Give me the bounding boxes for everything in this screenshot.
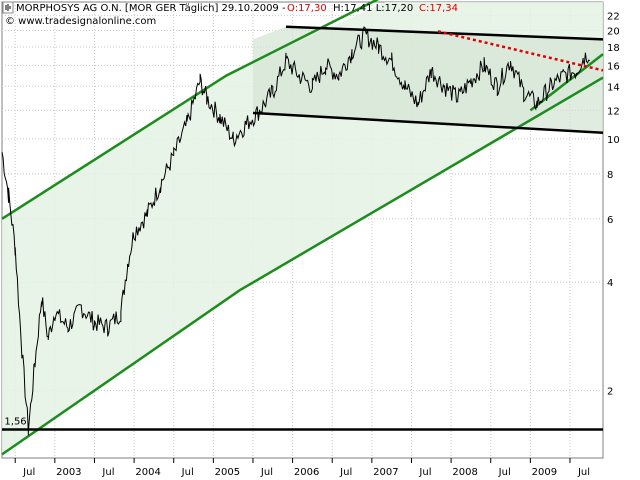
range-bottom-line [252,111,604,135]
x-tick-label: 2009 [532,467,557,478]
price-line [1,26,591,436]
red-dotted-trend-line [437,30,604,72]
x-tick-label: Jul [339,467,352,478]
open-value: O:17,30 [287,3,327,14]
y-tick-label: 20 [607,27,620,38]
y-tick-label: 16 [607,61,620,72]
y-tick-label: 12 [607,106,620,117]
x-tick-label: Jul [101,467,114,478]
trend-lines [1,0,604,456]
y-tick-label: 6 [607,215,613,226]
x-tick-label: 2006 [294,467,319,478]
x-tick-label: Jul [22,467,35,478]
instrument-label: MORPHOSYS AG O.N. [MOR GER Täglich] 29.1… [16,3,286,14]
price-series [1,26,591,436]
x-tick-label: 2004 [135,467,160,478]
channel-upper-line [1,0,380,220]
channel-lower-line [1,76,604,456]
y-tick-label: 22 [607,12,620,23]
y-tick-label: 2 [607,387,613,398]
high-low-value: H:17,41 L:17,20 [333,3,413,14]
chart-settings-icon-glyph [5,4,11,11]
y-tick-label: 8 [607,170,613,181]
axes: 2 4 6 8 10 12 14 16 18 20 22 Jul 2003 Jul 2004 Jul 2005 J… [4,12,619,478]
x-tick-label: Jul [498,467,511,478]
close-value: C:17,34 [419,3,458,14]
header: MORPHOSYS AG O.N. [MOR GER Täglich] 29.1… [2,1,458,27]
x-tick-label: 2007 [373,467,398,478]
y-tick-label: 4 [607,278,613,289]
y-tick-label: 18 [607,43,620,54]
x-tick-label: 2005 [215,467,240,478]
x-tick-label: Jul [418,467,431,478]
source-credit: © www.tradesignalonline.com [5,16,156,27]
y-tick-label: 10 [607,135,620,146]
x-tick-label: Jul [577,467,590,478]
x-tick-label: Jul [181,467,194,478]
x-tick-label: 2008 [452,467,477,478]
low-annotation: 1,56 [4,416,26,427]
y-tick-label: 14 [607,82,620,93]
x-tick-label: 2003 [56,467,81,478]
x-tick-label: Jul [260,467,273,478]
